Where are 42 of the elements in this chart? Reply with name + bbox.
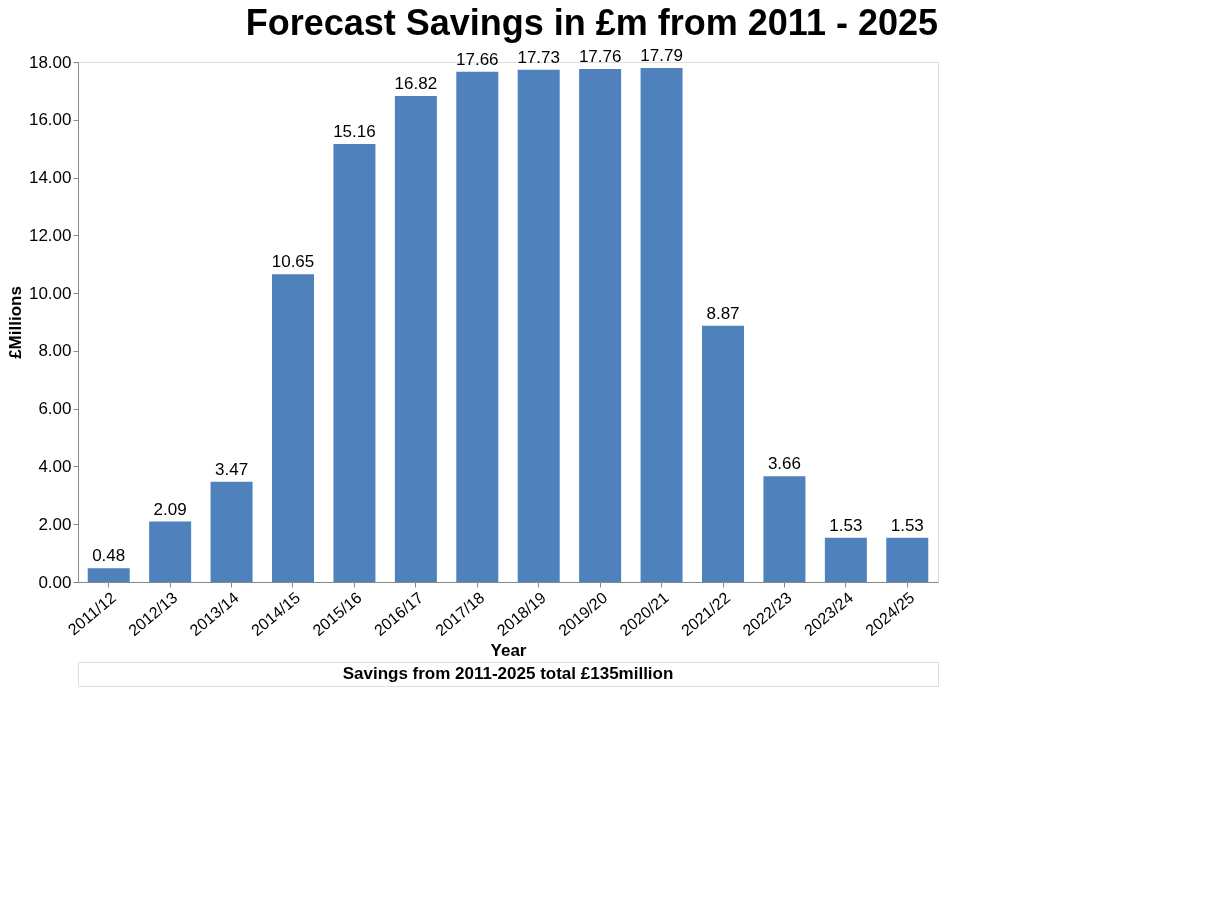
- bar: [579, 68, 622, 582]
- y-tick-label: 6.00: [38, 399, 72, 419]
- data-label: 15.16: [333, 122, 376, 142]
- data-label: 17.79: [640, 46, 683, 66]
- bar: [149, 521, 192, 582]
- bar: [456, 71, 499, 582]
- data-label: 8.87: [706, 303, 740, 323]
- bar: [210, 481, 253, 582]
- bar: [87, 568, 130, 582]
- data-label: 17.73: [517, 47, 560, 67]
- x-axis-title: Year: [490, 640, 527, 660]
- chart-title: Forecast Savings in £m from 2011 - 2025: [245, 2, 938, 44]
- data-label: 3.66: [767, 454, 801, 474]
- bar: [517, 69, 560, 582]
- y-axis-title: £Millions: [5, 286, 25, 359]
- data-label: 16.82: [394, 74, 438, 94]
- data-label: 17.66: [456, 49, 499, 69]
- y-tick-label: 18.00: [28, 52, 72, 72]
- data-label: 17.76: [578, 46, 622, 66]
- y-tick-label: 14.00: [28, 168, 72, 188]
- bar: [394, 96, 437, 582]
- data-label: 10.65: [271, 252, 315, 272]
- data-label: 1.53: [890, 515, 924, 535]
- y-tick-label: 16.00: [28, 110, 72, 130]
- bar: [824, 537, 867, 582]
- bar: [763, 476, 806, 582]
- bar: [886, 537, 929, 582]
- data-label: 2.09: [153, 499, 187, 519]
- y-tick-label: 0.00: [38, 572, 72, 592]
- text: Savings from 2011-2025 total £135million: [342, 664, 674, 683]
- y-tick-label: 12.00: [28, 225, 72, 245]
- bar: [272, 274, 314, 582]
- data-label: 3.47: [215, 459, 249, 479]
- bar: [702, 325, 744, 582]
- bar: [640, 68, 683, 582]
- y-tick-label: 10.00: [28, 283, 72, 303]
- y-tick-label: 2.00: [38, 514, 72, 534]
- y-tick-label: 8.00: [38, 341, 72, 361]
- bar: [333, 144, 376, 582]
- data-label: 0.48: [92, 546, 126, 566]
- data-label: 1.53: [829, 515, 863, 535]
- y-tick-label: 4.00: [38, 456, 72, 476]
